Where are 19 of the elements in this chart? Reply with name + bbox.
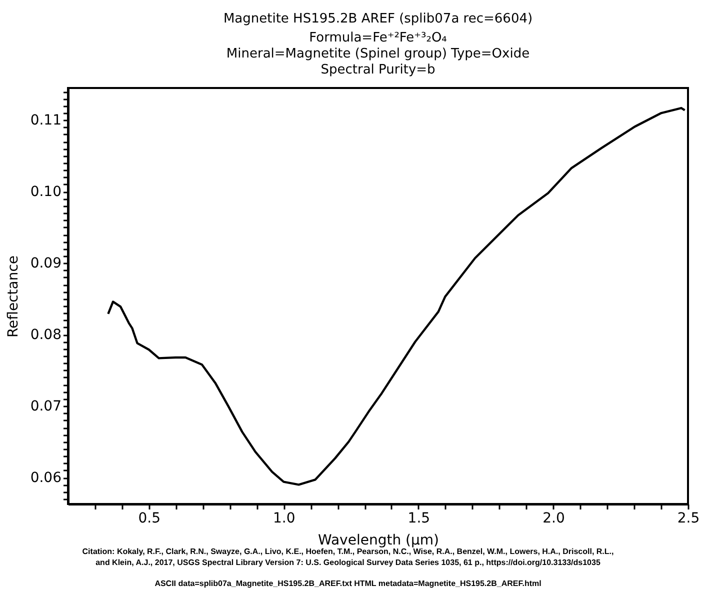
chart-title: Magnetite HS195.2B AREF (splib07a rec=6604): [223, 12, 533, 27]
y-axis-title: Reflectance: [5, 255, 22, 338]
x-tick-label: 2.0: [542, 510, 565, 526]
x-tick-label: 2.5: [677, 510, 700, 526]
x-tick-label: 1.5: [408, 510, 430, 526]
line-series: [107, 106, 686, 486]
x-axis-title: Wavelength (µm): [318, 532, 439, 548]
y-tick-label: 0.06: [30, 470, 62, 486]
x-tick-label: 1.0: [273, 510, 296, 526]
y-tick-label: 0.08: [30, 327, 62, 344]
text: Citation: Kokaly, R.F., Clark, R.N., Swayze, G.A., Livo, K.E., Hoefen, T.M., Pearson, N.C., Wise, R.A., Benzel, W.M., Lowers, H.A., Driscoll, R.L.,: [82, 547, 614, 556]
x-tick-label: 0.5: [138, 510, 160, 526]
y-tick-label: 0.10: [30, 184, 62, 200]
text: and Klein, A.J., 2017, USGS Spectral Library Version 7: U.S. Geological Survey Data Series 1035, 61 p., https://doi.org/10.3133/ds1035: [96, 558, 601, 567]
y-tick-label: 0.07: [30, 398, 62, 415]
y-tick-label: 0.09: [30, 256, 62, 272]
y-tick-label: 0.11: [30, 112, 62, 129]
text: ASCII data=splib07a_Magnetite_HS195.2B_AREF.txt HTML metadata=Magnetite_HS195.2B_AREF.html: [154, 579, 542, 588]
chart-subtitle: Formula=Fe⁺²Fe⁺³₂O₄ Mineral=Magnetite (Spinel group) Type=Oxide Spectral Purity=b: [226, 30, 530, 78]
